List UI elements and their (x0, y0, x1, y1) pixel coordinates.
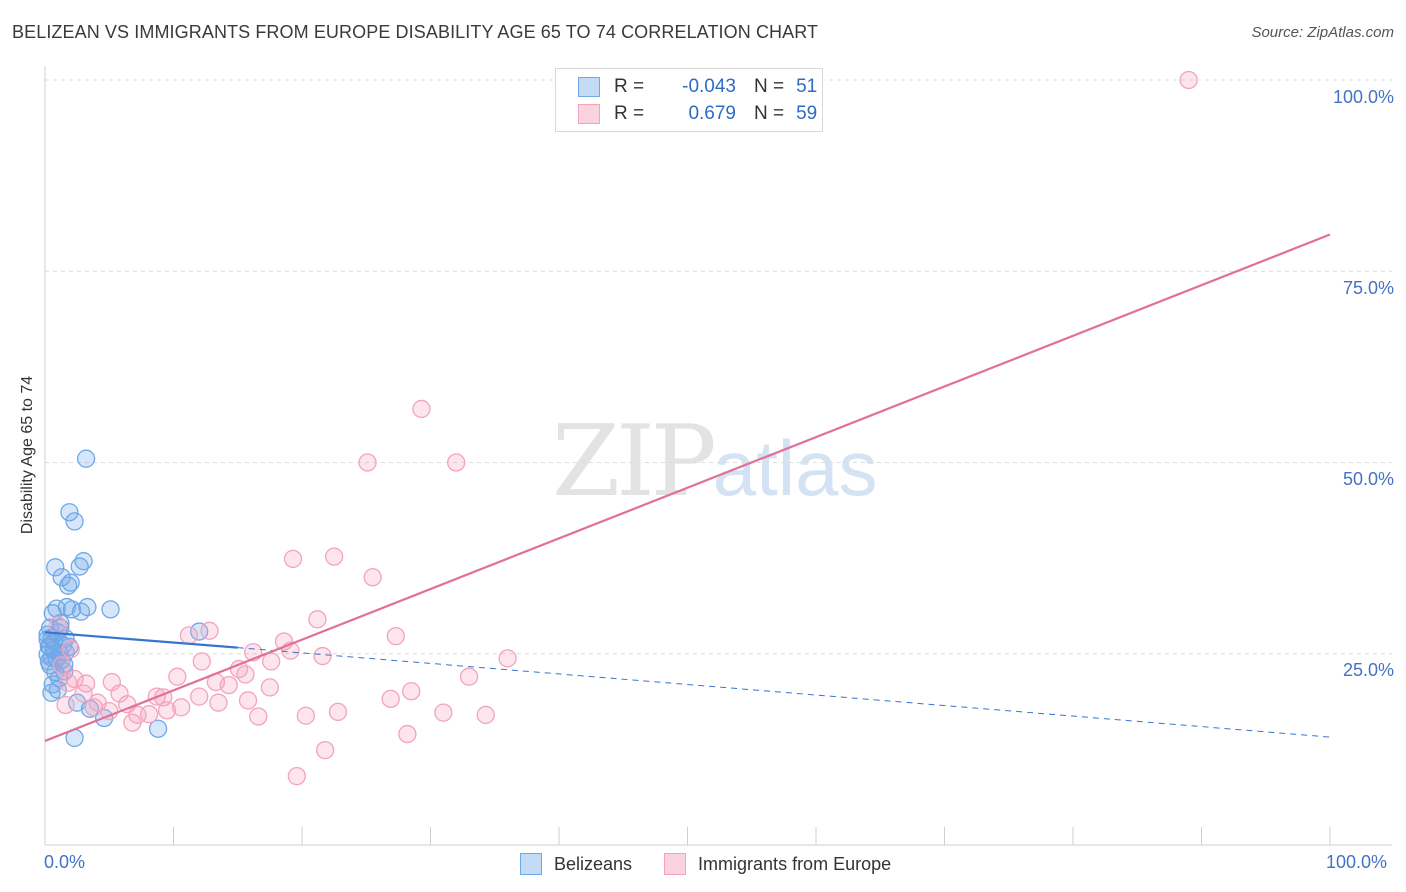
europe-point-35 (74, 684, 93, 703)
legend-swatch-belizeans (578, 77, 600, 97)
belizean-point-1 (60, 503, 79, 522)
europe-point-1 (412, 399, 431, 419)
bottom-legend-swatch-europe (664, 853, 687, 875)
europe-point-6 (363, 568, 382, 587)
legend-row-europe: R = 0.679 N = 59 (578, 101, 817, 127)
europe-point-9 (179, 626, 199, 645)
belizean-point-5 (46, 558, 65, 577)
europe-point-56 (287, 767, 307, 786)
y-tick-label-50: 50.0% (1342, 469, 1394, 489)
y-tick-label-100: 100.0% (1332, 87, 1394, 107)
y-axis-label: Disability Age 65 to 74 (19, 375, 36, 535)
europe-point-54 (398, 724, 417, 744)
europe-point-21 (168, 667, 187, 686)
belizean-point-21 (190, 622, 209, 641)
europe-point-55 (315, 740, 335, 760)
europe-point-58 (61, 640, 80, 659)
europe-point-22 (459, 667, 479, 686)
europe-point-48 (328, 702, 348, 722)
europe-point-44 (157, 701, 177, 720)
europe-point-16 (262, 652, 281, 671)
belizean-point-7 (61, 573, 80, 592)
belizean-point-4 (70, 557, 89, 576)
europe-point-24 (58, 673, 78, 692)
belizean-point-2 (65, 512, 84, 531)
europe-point-17 (192, 652, 211, 671)
europe-point-52 (249, 707, 268, 726)
chart-title: BELIZEAN VS IMMIGRANTS FROM EUROPE DISAB… (12, 22, 819, 42)
europe-point-14 (313, 646, 332, 666)
europe-point-3 (447, 453, 466, 472)
belizean-point-8 (58, 576, 78, 595)
europe-point-43 (84, 698, 103, 717)
europe-point-28 (219, 675, 238, 695)
europe-point-53 (123, 713, 142, 732)
europe-point-42 (172, 698, 191, 717)
europe-point-29 (260, 678, 280, 697)
bottom-legend-europe: Immigrants from Europe (664, 853, 891, 875)
europe-point-39 (56, 695, 75, 715)
europe-point-38 (209, 693, 228, 712)
europe-point-36 (381, 689, 400, 709)
belizean-trend-line-extrapolated (237, 647, 1331, 738)
europe-point-20 (236, 665, 255, 684)
legend-swatch-europe (578, 104, 600, 124)
europe-trend-line (44, 233, 1331, 742)
x-tick-label-100: 100.0% (1326, 852, 1388, 872)
bottom-legend-belizeans: Belizeans (520, 853, 632, 875)
legend-n-value: 59 (796, 103, 818, 124)
europe-point-7 (308, 610, 327, 629)
europe-point-0 (1179, 70, 1198, 90)
legend-n-label: N = (754, 76, 785, 97)
europe-point-51 (296, 706, 316, 725)
y-tick-label-75: 75.0% (1342, 278, 1394, 298)
belizean-point-43 (148, 719, 168, 738)
legend-r-value: -0.043 (682, 76, 736, 97)
y-tick-label-25: 25.0% (1342, 660, 1394, 680)
bottom-legend-swatch-belizeans (520, 853, 542, 875)
europe-point-37 (238, 691, 258, 710)
europe-point-4 (324, 547, 344, 566)
source-label: Source: ZipAtlas.com (1251, 24, 1394, 41)
belizean-point-50 (71, 602, 91, 621)
europe-point-15 (498, 649, 517, 668)
legend-r-value: 0.679 (688, 103, 736, 124)
europe-point-10 (386, 627, 405, 646)
bottom-legend: Belizeans Immigrants from Europe (520, 852, 923, 876)
europe-point-33 (190, 687, 209, 706)
belizean-trend-line (44, 631, 238, 649)
legend-r-label: R = (614, 103, 645, 124)
europe-point-57 (48, 616, 67, 635)
europe-point-49 (434, 703, 453, 722)
legend-r-label: R = (614, 76, 645, 97)
bottom-legend-label-belizeans: Belizeans (554, 853, 633, 874)
x-tick-label-0: 0.0% (44, 852, 86, 872)
watermark: ZIPatlas (552, 405, 878, 519)
belizean-point-49 (40, 638, 60, 657)
belizean-point-46 (51, 614, 70, 633)
europe-point-2 (358, 453, 377, 472)
legend-n-label: N = (754, 103, 785, 124)
belizean-point-9 (101, 600, 120, 619)
belizean-point-39 (42, 683, 61, 702)
belizean-point-0 (76, 449, 96, 468)
watermark-zip: ZIP (552, 405, 717, 519)
legend-n-value: 51 (796, 76, 818, 97)
legend-row-belizeans: R = -0.043 N = 51 (578, 74, 817, 100)
europe-point-5 (283, 549, 303, 569)
europe-point-30 (402, 682, 421, 701)
europe-point-8 (200, 621, 219, 640)
bottom-legend-label-europe: Immigrants from Europe (698, 853, 892, 874)
stats-legend: R = -0.043 N = 51 R = 0.679 N = 59 (555, 68, 823, 132)
europe-point-50 (476, 705, 495, 725)
europe-point-19 (52, 656, 71, 675)
